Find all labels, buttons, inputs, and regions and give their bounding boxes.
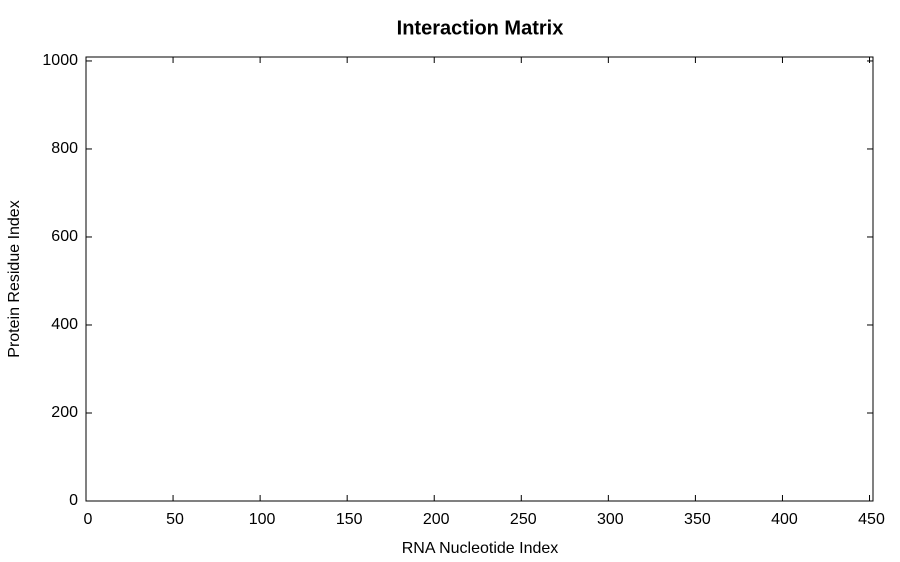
y-tick-label: 200 [51, 404, 78, 421]
y-axis-label: Protein Residue Index [6, 200, 23, 357]
x-tick-label: 100 [249, 511, 276, 528]
chart-title: Interaction Matrix [397, 17, 564, 39]
x-tick-label: 0 [84, 511, 93, 528]
x-tick-label: 200 [423, 511, 450, 528]
x-tick-label: 250 [510, 511, 537, 528]
x-tick-label: 350 [684, 511, 711, 528]
x-tick-label: 400 [771, 511, 798, 528]
x-tick-label: 150 [336, 511, 363, 528]
x-tick-label: 450 [858, 511, 885, 528]
plot-frame [85, 56, 874, 502]
x-tick-label: 50 [166, 511, 184, 528]
y-tick-label: 0 [69, 492, 78, 509]
y-tick-label: 400 [51, 316, 78, 333]
x-axis-label: RNA Nucleotide Index [402, 540, 559, 557]
y-tick-label: 600 [51, 228, 78, 245]
y-tick-label: 1000 [42, 52, 78, 69]
x-tick-label: 300 [597, 511, 624, 528]
y-tick-label: 800 [51, 140, 78, 157]
